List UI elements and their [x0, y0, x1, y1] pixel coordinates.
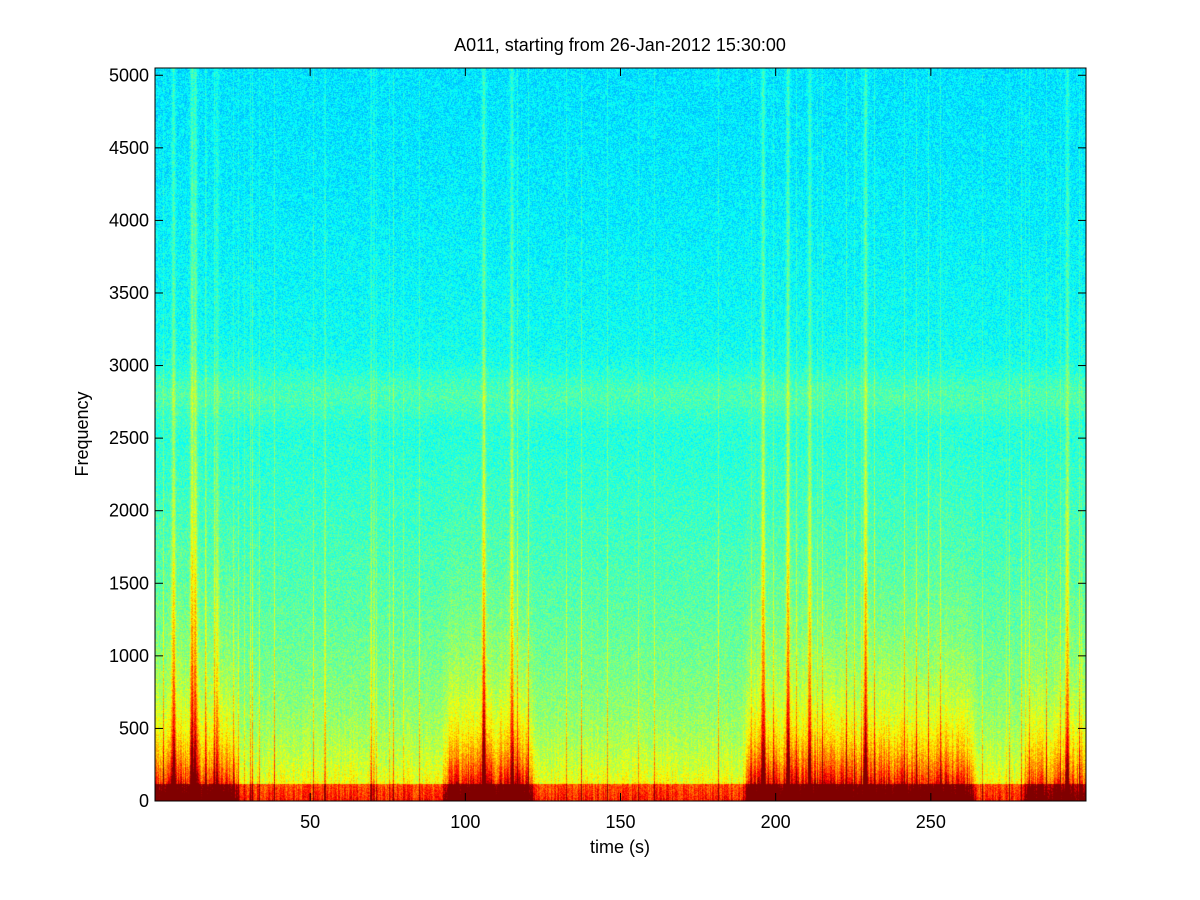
y-axis-label: Frequency	[72, 391, 92, 476]
y-tick-label: 3500	[109, 283, 149, 303]
y-tick-label: 0	[139, 791, 149, 811]
y-tick-label: 2500	[109, 428, 149, 448]
spectrogram-image	[155, 68, 1086, 801]
chart-title: A011, starting from 26-Jan-2012 15:30:00	[454, 35, 786, 55]
x-tick-label: 100	[450, 812, 480, 832]
plot-area	[154, 67, 1087, 802]
y-tick-label: 1000	[109, 646, 149, 666]
x-tick-label: 200	[761, 812, 791, 832]
y-axis: 0 500 1000 1500 2000 2500 3000 3500 4000 4500 5000	[109, 65, 1086, 811]
x-tick-label: 150	[605, 812, 635, 832]
x-axis-label: time (s)	[590, 837, 650, 857]
x-tick-label: 50	[300, 812, 320, 832]
y-tick-label: 5000	[109, 65, 149, 85]
x-axis: 50 100 150 200 250	[300, 68, 946, 832]
y-tick-label: 1500	[109, 573, 149, 593]
y-tick-label: 2000	[109, 501, 149, 521]
y-tick-label: 3000	[109, 356, 149, 376]
y-tick-label: 500	[119, 718, 149, 738]
y-tick-label: 4500	[109, 138, 149, 158]
x-tick-label: 250	[916, 812, 946, 832]
y-tick-label: 4000	[109, 210, 149, 230]
